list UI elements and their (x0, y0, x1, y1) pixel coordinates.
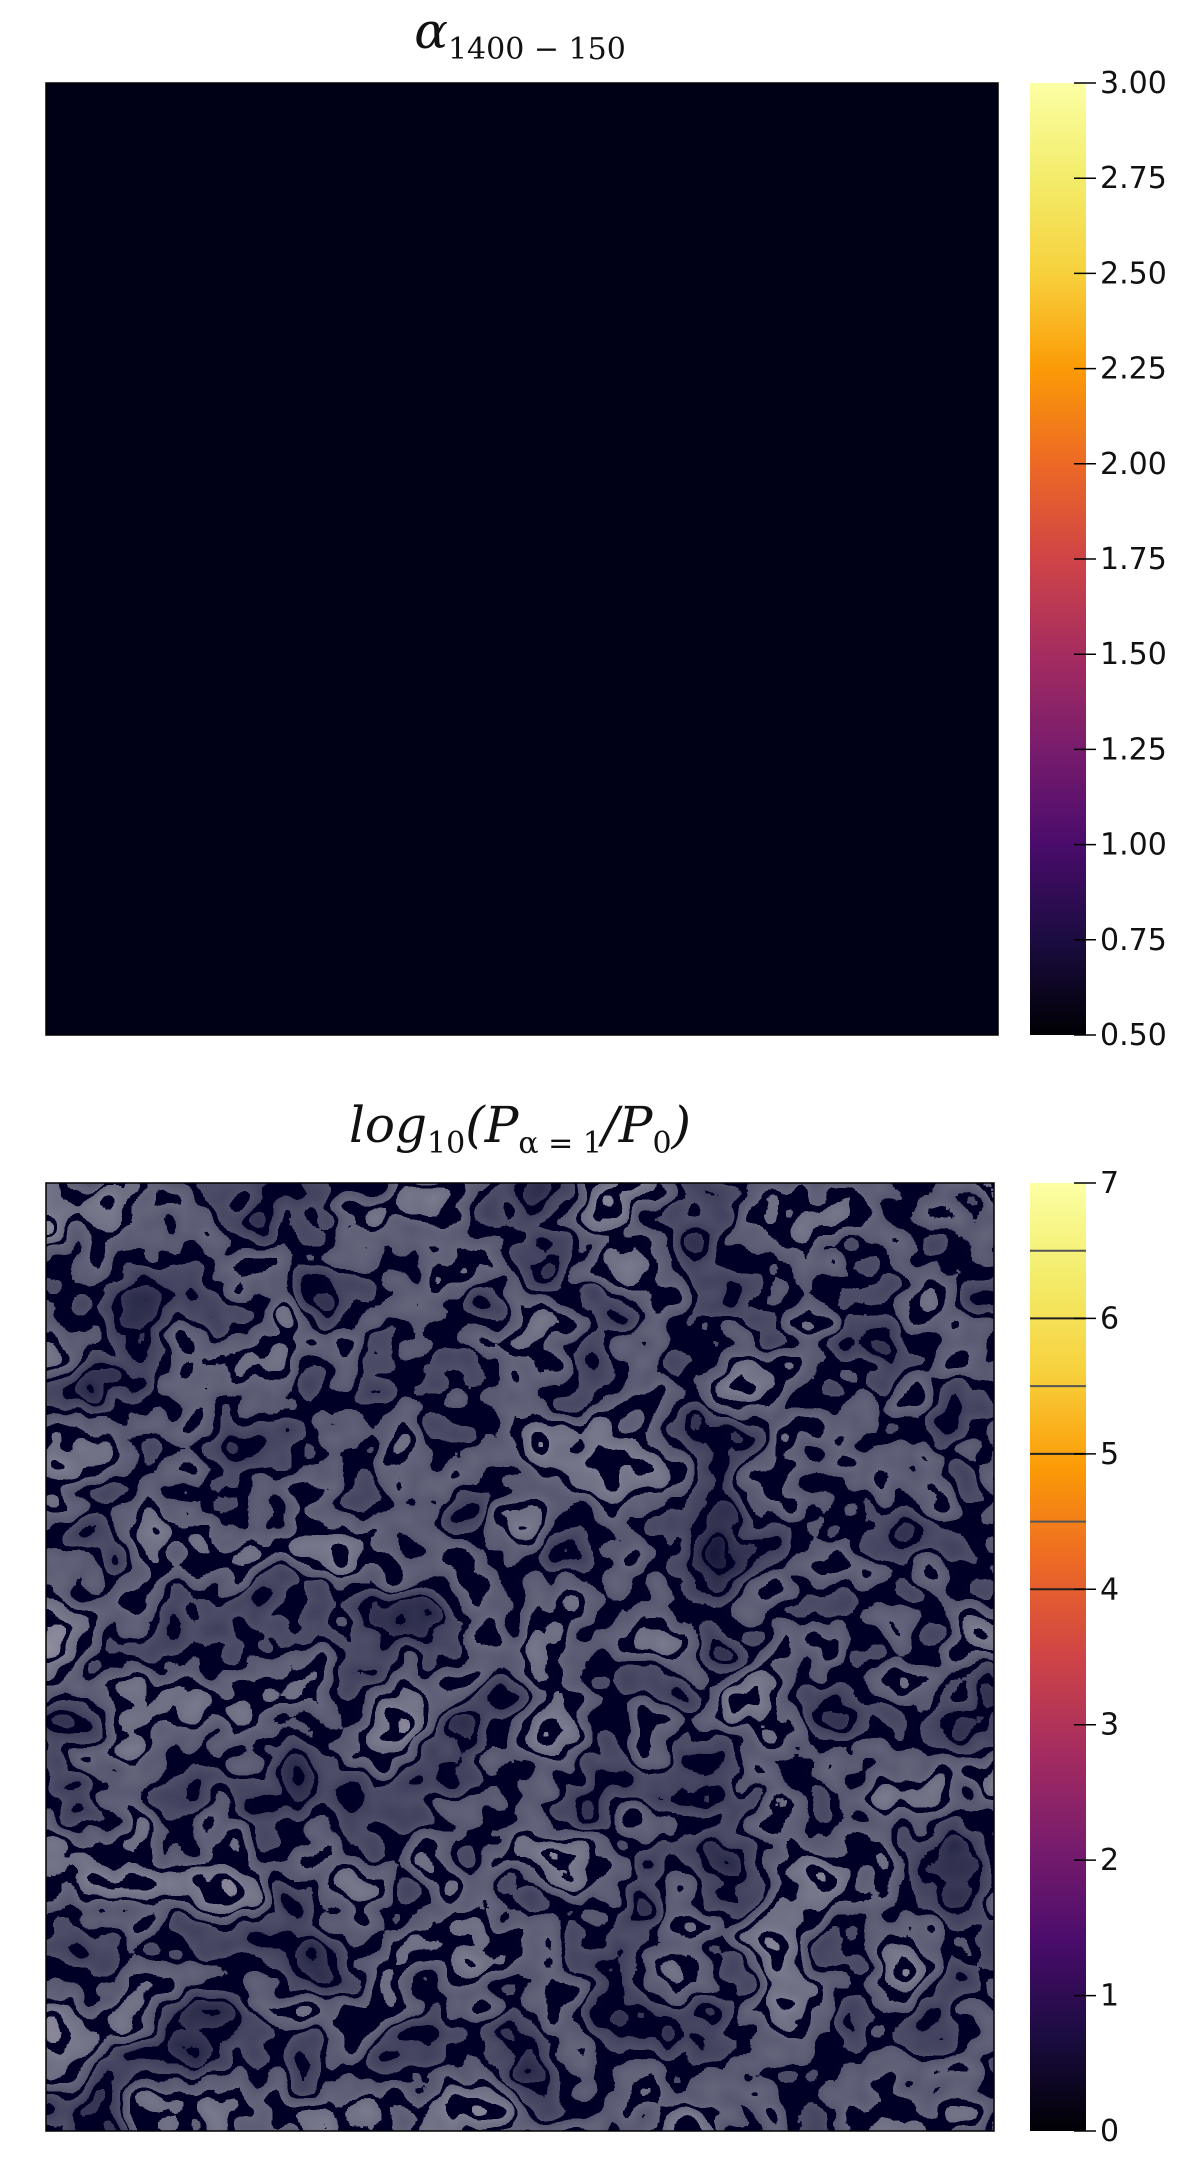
bottom-colorbar-gradient (1030, 1183, 1086, 2131)
top-colorbar-tick-label: 1.50 (1100, 637, 1167, 672)
bottom-title-slash-p: /P (601, 1096, 653, 1154)
bottom-title-log: log (348, 1096, 428, 1154)
top-title-main: α (414, 2, 448, 60)
bottom-title-zero: 0 (652, 1126, 672, 1161)
top-panel-title: α1400 − 150 (0, 6, 1040, 65)
bottom-title-close: ) (671, 1096, 692, 1154)
bottom-colorbar-tick-label: 7 (1100, 1166, 1119, 1201)
top-heatmap-panel (45, 82, 999, 1036)
bottom-colorbar-tick-label: 6 (1100, 1301, 1119, 1336)
top-colorbar-tick-label: 2.75 (1100, 161, 1167, 196)
bottom-title-log-base: 10 (427, 1126, 466, 1161)
bottom-panel-title: log10(Pα = 1/P0) (0, 1100, 1040, 1159)
top-colorbar-tick-label: 2.00 (1100, 447, 1167, 482)
bottom-colorbar-tick-label: 1 (1100, 1979, 1119, 2014)
bottom-colorbar-tick-label: 4 (1100, 1572, 1119, 1607)
top-colorbar-tick-label: 2.25 (1100, 352, 1167, 387)
top-colorbar-tick-label: 1.75 (1100, 542, 1167, 577)
bottom-heatmap-panel (45, 1182, 995, 2132)
top-colorbar-tick-label: 0.75 (1100, 923, 1167, 958)
top-title-subscript: 1400 − 150 (447, 32, 626, 67)
top-colorbar-tick-label: 1.25 (1100, 732, 1167, 767)
bottom-colorbar-tick-label: 3 (1100, 1708, 1119, 1743)
bottom-colorbar: 0 1 2 3 4 5 6 7 (1030, 1166, 1119, 2149)
top-colorbar-tick-label: 0.50 (1100, 1018, 1167, 1053)
bottom-title-alpha-eq: α = 1 (518, 1126, 602, 1161)
top-colorbar-tick-label: 1.00 (1100, 828, 1167, 863)
bottom-title-p-open: (P (465, 1096, 519, 1154)
top-colorbar-tick-label: 2.50 (1100, 256, 1167, 291)
top-plot-frame (45, 82, 999, 1036)
top-colorbar-tick-label: 3.00 (1100, 66, 1167, 101)
top-colorbar: 0.50 0.75 1.00 1.25 1.50 1.75 2.00 2.25 2.50 2.75… (1030, 66, 1167, 1053)
top-heatmap-field (46, 83, 998, 1035)
bottom-colorbar-tick-label: 5 (1100, 1437, 1119, 1472)
bottom-plot-frame (45, 1182, 995, 2132)
bottom-colorbar-tick-label: 2 (1100, 1843, 1119, 1878)
bottom-colorbar-tick-label: 0 (1100, 2114, 1119, 2149)
bottom-contour-overlay (46, 1183, 994, 2131)
